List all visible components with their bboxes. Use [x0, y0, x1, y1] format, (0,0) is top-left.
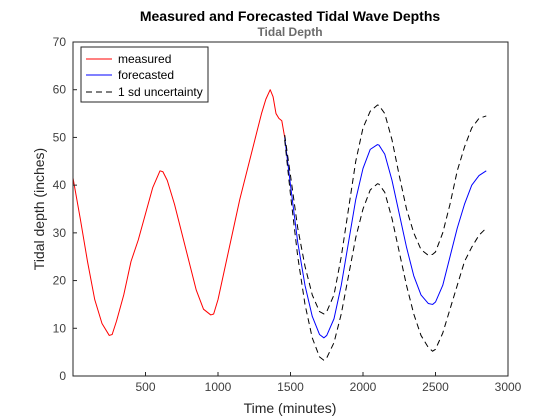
- legend: measured forecasted 1 sd uncertainty: [80, 46, 209, 103]
- series-line-measured-0: [73, 89, 286, 336]
- legend-label-uncertainty: 1 sd uncertainty: [118, 85, 203, 99]
- x-tick-label: 2500: [422, 380, 449, 394]
- series-line-forecasted-1: [284, 137, 487, 339]
- legend-box: [80, 46, 209, 103]
- y-tick-label: 70: [53, 35, 67, 49]
- y-tick-label: 60: [53, 83, 67, 97]
- x-tick-label: 1500: [277, 380, 304, 394]
- x-tick-label: 1000: [205, 380, 232, 394]
- x-tick-label: 500: [135, 380, 155, 394]
- y-tick-label: 50: [53, 130, 67, 144]
- x-axis-label: Time (minutes): [244, 400, 337, 416]
- legend-label-measured: measured: [118, 52, 171, 66]
- x-tick-label: 2000: [350, 380, 377, 394]
- chart-title: Measured and Forecasted Tidal Wave Depth…: [140, 8, 441, 24]
- y-tick-label: 40: [53, 178, 67, 192]
- x-tick-label: 3000: [495, 380, 522, 394]
- series-group: [73, 89, 487, 361]
- chart-subtitle: Tidal Depth: [257, 25, 322, 39]
- y-tick-label: 0: [59, 369, 66, 383]
- y-tick-label: 20: [53, 274, 67, 288]
- axis-ticks: 500 1000 1500 2000 2500 3000 0 10 20 30 40 50 60 70: [53, 35, 522, 394]
- series-line-1-sd-uncertainty-3: [284, 139, 487, 361]
- y-tick-label: 10: [53, 321, 67, 335]
- legend-label-forecasted: forecasted: [118, 68, 174, 82]
- y-axis-label: Tidal depth (inches): [31, 148, 47, 270]
- series-line-1-sd-uncertainty-2: [284, 104, 487, 315]
- y-tick-label: 30: [53, 226, 67, 240]
